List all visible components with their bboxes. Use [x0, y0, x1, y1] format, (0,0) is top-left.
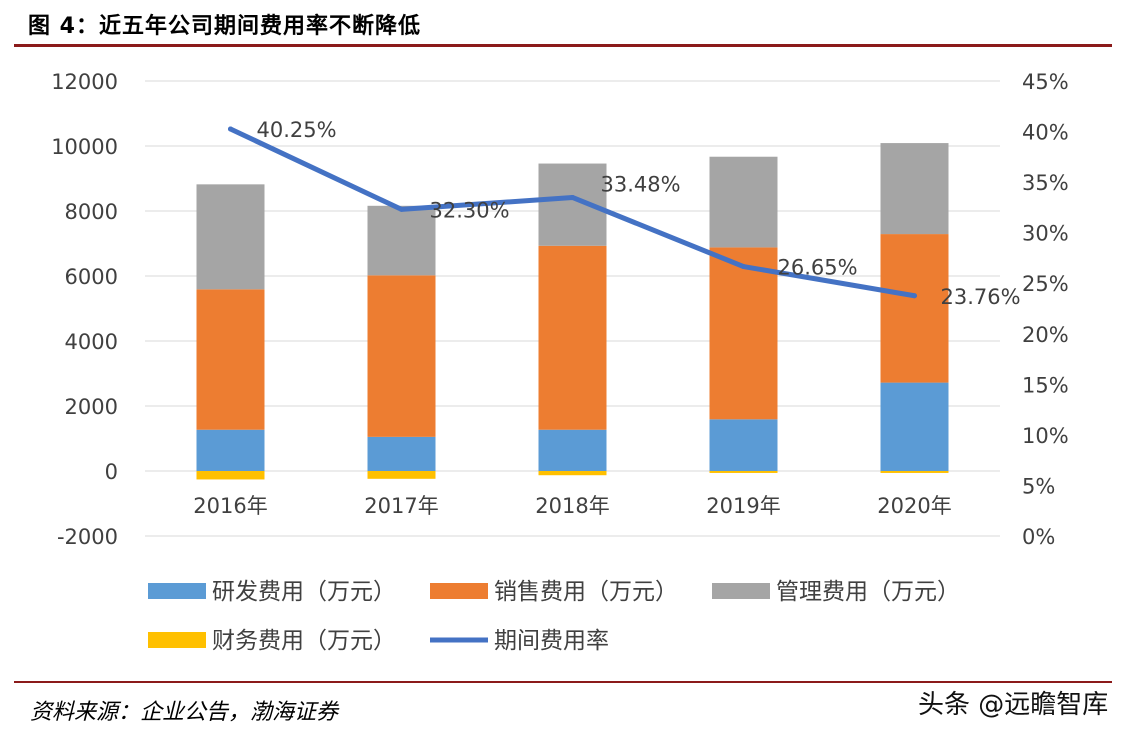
rate-data-label: 26.65% [778, 256, 858, 280]
y2-tick-label: 40% [1022, 121, 1069, 145]
bar-segment [709, 247, 778, 420]
x-tick-label: 2019年 [706, 494, 780, 518]
bar-segment [880, 143, 949, 235]
x-tick-label: 2018年 [535, 494, 609, 518]
watermark: 头条 @远瞻智库 [918, 690, 1109, 720]
y2-tick-label: 10% [1022, 424, 1069, 448]
y-tick-label: 8000 [65, 200, 118, 224]
source-note: 资料来源：企业公告，渤海证券 [30, 700, 339, 725]
y-tick-label: 6000 [65, 265, 118, 289]
legend-swatch [148, 632, 206, 648]
bar-segment [880, 382, 949, 471]
bar-segment [367, 275, 436, 437]
x-tick-label: 2016年 [193, 494, 267, 518]
legend-swatch [430, 583, 488, 599]
bar-segment [880, 234, 949, 383]
bar-segment [367, 471, 436, 479]
x-tick-label: 2017年 [364, 494, 438, 518]
chart: 40.25% 32.30% 33.48% 26.65% 23.76% -2000 0 200… [51, 70, 1069, 654]
bar-segment [709, 156, 778, 248]
rate-data-label: 23.76% [941, 285, 1021, 309]
bar-segment [709, 471, 778, 473]
y-tick-label: 0 [105, 460, 118, 484]
bar-segment [196, 289, 265, 430]
legend-label: 期间费用率 [494, 628, 609, 654]
y-tick-label: 10000 [51, 135, 118, 159]
rate-data-label: 32.30% [430, 198, 510, 222]
bar-segment [538, 429, 607, 471]
figure-title: 图 4：近五年公司期间费用率不断降低 [28, 14, 421, 39]
rate-data-label: 33.48% [601, 172, 681, 196]
bar-segment [538, 245, 607, 430]
rate-point [912, 293, 917, 299]
source-rule [14, 681, 1112, 683]
legend-swatch [712, 583, 770, 599]
y2-tick-label: 30% [1022, 222, 1069, 246]
rate-data-label: 40.25% [257, 118, 337, 142]
bar-segment [196, 429, 265, 471]
y-tick-label: 12000 [51, 70, 118, 94]
bar-segment [880, 471, 949, 473]
rate-point [228, 126, 233, 132]
y2-tick-label: 5% [1022, 474, 1055, 498]
title-rule [14, 44, 1112, 47]
y-tick-label: -2000 [57, 525, 118, 549]
y2-tick-label: 20% [1022, 323, 1069, 347]
rate-point [741, 264, 746, 270]
legend-label: 销售费用（万元） [494, 579, 678, 605]
y-tick-label: 4000 [65, 330, 118, 354]
x-tick-label: 2020年 [877, 494, 951, 518]
bar-segment [367, 205, 436, 276]
bar-segment [196, 184, 265, 290]
bar-segment [196, 471, 265, 480]
bar-segment [538, 471, 607, 476]
y-tick-label: 2000 [65, 395, 118, 419]
y2-tick-label: 25% [1022, 272, 1069, 296]
legend-label: 管理费用（万元） [776, 579, 960, 605]
legend-label: 研发费用（万元） [212, 579, 396, 605]
y2-tick-label: 15% [1022, 373, 1069, 397]
y2-tick-label: 35% [1022, 171, 1069, 195]
bar-segment [367, 436, 436, 471]
bar-segment [709, 419, 778, 471]
rate-point [570, 194, 575, 200]
y2-tick-label: 0% [1022, 525, 1055, 549]
y2-tick-label: 45% [1022, 70, 1069, 94]
legend-label: 财务费用（万元） [212, 628, 396, 654]
legend-swatch [148, 583, 206, 599]
rate-point [399, 206, 404, 212]
